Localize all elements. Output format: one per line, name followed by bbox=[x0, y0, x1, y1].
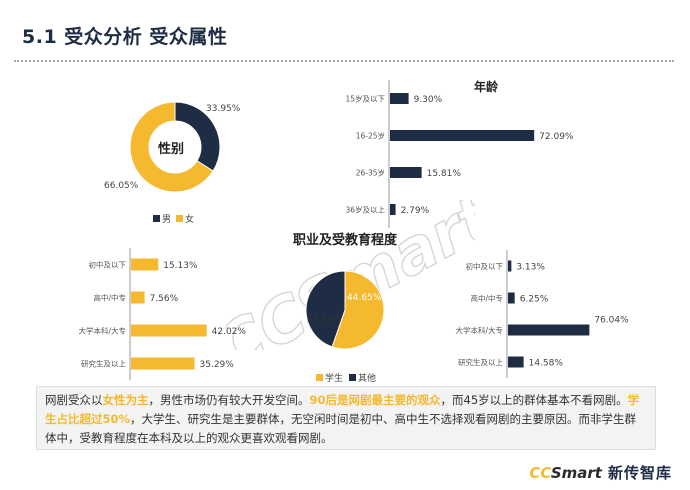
education-other-value-label-1: 6.25% bbox=[520, 295, 549, 305]
occupation-legend-label-1: 其他 bbox=[358, 372, 376, 384]
education-other-category-label-3: 研究生及以上 bbox=[458, 357, 503, 367]
summary-highlight-1: 女性为主 bbox=[102, 393, 149, 407]
education-other-value-label-0: 3.13% bbox=[516, 263, 545, 273]
education-all-category-label-3: 研究生及以上 bbox=[81, 359, 126, 369]
education-all-value-label-1: 7.56% bbox=[150, 294, 179, 304]
age-bar-0 bbox=[390, 93, 409, 104]
age-value-label-1: 72.09% bbox=[539, 132, 574, 142]
age-category-label-0: 15岁及以下 bbox=[345, 94, 385, 104]
education-other-category-label-2: 大学本科/大专 bbox=[455, 325, 503, 335]
summary-text-4: ，大学生、研究生是主要群体，无空闲时间是初中、高中生不选择观看网剧的主要原因。而… bbox=[45, 412, 637, 445]
education-other-bar-0 bbox=[508, 260, 512, 272]
age-bar-1 bbox=[390, 130, 535, 141]
gender-value-label-1: 66.05% bbox=[104, 181, 139, 191]
age-value-label-2: 15.81% bbox=[427, 169, 462, 179]
education-all-category-label-0: 初中及以下 bbox=[89, 260, 127, 270]
summary-text-1: 网剧受众以 bbox=[45, 393, 103, 407]
occupation-title: 职业及受教育程度 bbox=[293, 232, 398, 248]
age-value-label-3: 2.79% bbox=[401, 206, 430, 216]
summary-highlight-3: 学生占比超过50% bbox=[45, 393, 640, 426]
summary-textbox: 网剧受众以女性为主，男性市场仍有较大开发空间。90后是网剧最主要的观众，而45岁… bbox=[36, 386, 656, 450]
education-all-category-label-2: 大学本科/大专 bbox=[78, 326, 126, 336]
gender-legend-swatch-1 bbox=[176, 215, 183, 222]
education-all-value-label-3: 35.29% bbox=[200, 360, 235, 370]
occupation-slice-1 bbox=[305, 270, 346, 348]
education-other-bar-2 bbox=[508, 324, 590, 336]
age-category-label-1: 16-25岁 bbox=[356, 131, 385, 141]
logo-chinese: 新传智库 bbox=[607, 464, 672, 482]
logo-cc: CC bbox=[529, 464, 551, 482]
education-all-bar-3 bbox=[131, 357, 195, 370]
age-category-label-3: 36岁及以上 bbox=[345, 205, 385, 215]
occupation-value-label-1: 44.65% bbox=[347, 293, 382, 303]
title-divider bbox=[14, 60, 674, 62]
education-other-bar-3 bbox=[508, 356, 524, 368]
age-bar-2 bbox=[390, 167, 422, 178]
age-bar-3 bbox=[390, 204, 396, 215]
logo-smart: Smart bbox=[550, 464, 602, 482]
education-other-bar-1 bbox=[508, 292, 515, 304]
education-all-value-label-0: 15.13% bbox=[163, 261, 198, 271]
education-all-category-label-1: 高中/中专 bbox=[93, 293, 126, 303]
occupation-legend-label-0: 学生 bbox=[325, 372, 343, 384]
age-title: 年龄 bbox=[474, 79, 499, 94]
gender-legend-swatch-0 bbox=[153, 215, 160, 222]
age-value-label-0: 9.30% bbox=[414, 95, 443, 105]
education-other-value-label-2: 76.04% bbox=[594, 316, 629, 326]
education-other-category-label-0: 初中及以下 bbox=[466, 261, 504, 271]
occupation-legend-swatch-1 bbox=[349, 374, 356, 381]
education-all-value-label-2: 42.02% bbox=[212, 327, 247, 337]
education-other-value-label-3: 14.58% bbox=[529, 359, 564, 369]
education-other-category-label-1: 高中/中专 bbox=[470, 293, 503, 303]
gender-value-label-0: 33.95% bbox=[206, 104, 241, 114]
occupation-legend-swatch-0 bbox=[316, 374, 323, 381]
occupation-value-label-0: 55.35% bbox=[307, 315, 342, 325]
gender-slice-1 bbox=[129, 101, 214, 193]
gender-legend-label-1: 女 bbox=[185, 213, 194, 225]
gender-title: 性别 bbox=[158, 141, 184, 157]
gender-legend-label-0: 男 bbox=[162, 214, 171, 225]
education-all-bar-2 bbox=[131, 324, 207, 337]
brand-logo: CCSmart 新传智库 bbox=[529, 462, 672, 483]
summary-text-3: ，而45岁以上的群体基本不看网剧。 bbox=[440, 393, 628, 407]
page-title: 5.1 受众分析 受众属性 bbox=[22, 26, 228, 48]
education-all-bar-1 bbox=[131, 291, 145, 304]
summary-highlight-2: 90后是网剧最主要的观众 bbox=[309, 393, 441, 407]
education-all-bar-0 bbox=[131, 258, 159, 271]
summary-text-2: ，男性市场仍有较大开发空间。 bbox=[148, 393, 310, 407]
age-category-label-2: 26-35岁 bbox=[356, 168, 385, 178]
